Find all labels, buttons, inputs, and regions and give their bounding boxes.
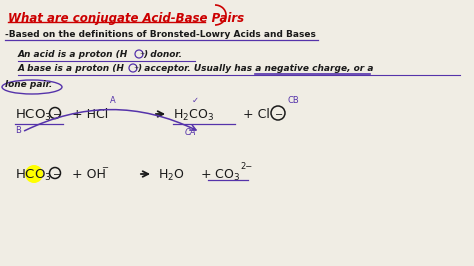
Text: ) donor.: ) donor. [143, 50, 182, 59]
Text: −: − [53, 110, 61, 120]
Text: What are conjugate Acid-Base Pairs: What are conjugate Acid-Base Pairs [8, 12, 244, 25]
Text: ✓: ✓ [192, 96, 199, 105]
Text: An acid is a proton (H: An acid is a proton (H [18, 50, 128, 59]
Text: −: − [275, 110, 283, 120]
Text: B: B [15, 126, 21, 135]
Text: + OH: + OH [72, 168, 106, 181]
Text: CB: CB [288, 96, 300, 105]
Text: 2−: 2− [240, 162, 252, 171]
Text: lone pair.: lone pair. [5, 80, 52, 89]
Text: ) acceptor. Usually has a negative charge, or a: ) acceptor. Usually has a negative charg… [137, 64, 374, 73]
Text: + $\rm CO_3$: + $\rm CO_3$ [200, 168, 240, 183]
Text: $\rm HCO_3$: $\rm HCO_3$ [15, 168, 52, 183]
Text: CA: CA [185, 128, 197, 137]
Text: +: + [139, 51, 144, 56]
Text: $\rm H_2O$: $\rm H_2O$ [158, 168, 184, 183]
Text: A base is a proton (H: A base is a proton (H [18, 64, 125, 73]
Circle shape [25, 165, 43, 183]
Text: −: − [101, 163, 108, 172]
Text: −: − [53, 170, 61, 180]
Text: +: + [133, 65, 138, 70]
Text: $\rm HCO_3$: $\rm HCO_3$ [15, 108, 52, 123]
Text: + HCl: + HCl [72, 108, 108, 121]
Text: + Cl: + Cl [243, 108, 270, 121]
Text: A: A [110, 96, 116, 105]
Text: -Based on the definitions of Bronsted-Lowry Acids and Bases: -Based on the definitions of Bronsted-Lo… [5, 30, 316, 39]
Text: $\rm H_2CO_3$: $\rm H_2CO_3$ [173, 108, 214, 123]
